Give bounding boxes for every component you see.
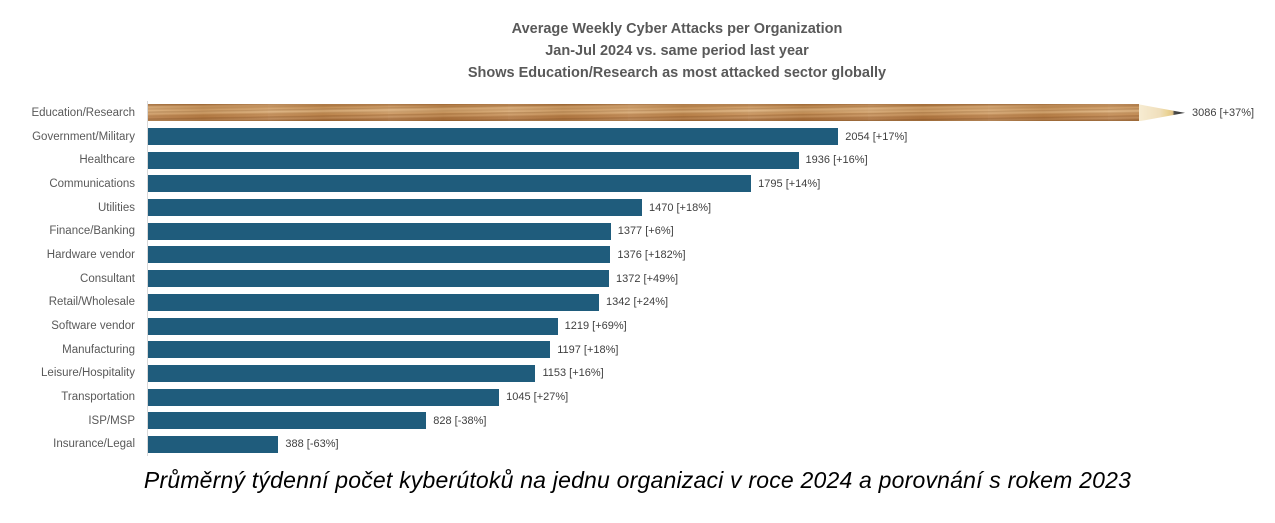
pencil-body bbox=[148, 104, 1139, 122]
bar bbox=[148, 128, 839, 146]
bar bbox=[148, 341, 551, 359]
value-label: 1376 [+182%] bbox=[617, 248, 686, 261]
value-label: 388 [-63%] bbox=[285, 438, 339, 451]
category-label: Consultant bbox=[80, 272, 135, 285]
bar bbox=[148, 317, 558, 335]
category-label: Insurance/Legal bbox=[53, 438, 135, 451]
bar bbox=[148, 246, 611, 264]
bar bbox=[148, 293, 599, 311]
value-label: 2054 [+17%] bbox=[845, 130, 908, 143]
chart-row: Software vendor 1219 [+69%] bbox=[0, 314, 1275, 338]
chart-row: Insurance/Legal 388 [-63%] bbox=[0, 432, 1275, 457]
bar-track: 1376 [+182%] bbox=[147, 243, 1185, 267]
bar-chart: Education/Research 3086 [+37%] Government/… bbox=[0, 101, 1275, 457]
bar bbox=[148, 388, 500, 406]
chart-row: Government/Military 2054 [+17%] bbox=[0, 124, 1275, 149]
value-label: 1795 [+14%] bbox=[758, 177, 821, 190]
chart-title-block: Average Weekly Cyber Attacks per Organiz… bbox=[0, 0, 1275, 84]
bar bbox=[148, 412, 427, 430]
bar-track: 1795 [+14%] bbox=[147, 172, 1185, 196]
bar-track: 1377 [+6%] bbox=[147, 219, 1185, 244]
value-label: 1153 [+16%] bbox=[542, 367, 604, 380]
category-label: Finance/Banking bbox=[49, 225, 135, 238]
bar bbox=[148, 151, 799, 169]
chart-subtitle: Jan-Jul 2024 vs. same period last year bbox=[545, 43, 809, 59]
chart-row: Manufacturing 1197 [+18%] bbox=[0, 337, 1275, 362]
value-label: 1197 [+18%] bbox=[557, 343, 619, 356]
chart-row: Utilities 1470 [+18%] bbox=[0, 195, 1275, 220]
bar-track: 1470 [+18%] bbox=[147, 195, 1185, 220]
pencil-tip-icon bbox=[1139, 104, 1185, 122]
value-label: 3086 [+37%] bbox=[1192, 106, 1255, 119]
bar bbox=[148, 270, 610, 288]
bar bbox=[148, 199, 642, 217]
bar-track: 1372 [+49%] bbox=[147, 266, 1185, 291]
category-label: Manufacturing bbox=[62, 343, 135, 356]
value-label: 1372 [+49%] bbox=[616, 272, 679, 285]
category-label: Retail/Wholesale bbox=[48, 296, 135, 309]
chart-row: Communications 1795 [+14%] bbox=[0, 172, 1275, 196]
value-label: 1936 [+16%] bbox=[805, 154, 868, 167]
bar-track: 2054 [+17%] bbox=[147, 124, 1185, 149]
category-label: Utilities bbox=[97, 201, 135, 214]
chart-row: Consultant 1372 [+49%] bbox=[0, 266, 1275, 291]
bar-track: 1342 [+24%] bbox=[147, 290, 1185, 315]
value-label: 1219 [+69%] bbox=[564, 320, 627, 333]
bar-track: 828 [-38%] bbox=[147, 408, 1185, 433]
chart-row: ISP/MSP 828 [-38%] bbox=[0, 408, 1275, 433]
value-label: 1377 [+6%] bbox=[617, 225, 674, 238]
chart-row: Leisure/Hospitality 1153 [+16%] bbox=[0, 361, 1275, 386]
chart-caption: Průměrný týdenní počet kyberútoků na jed… bbox=[143, 467, 1132, 494]
bar bbox=[148, 175, 752, 193]
bar-track: 388 [-63%] bbox=[147, 432, 1185, 457]
bar-track: 1197 [+18%] bbox=[147, 337, 1185, 362]
chart-row: Finance/Banking 1377 [+6%] bbox=[0, 219, 1275, 244]
value-label: 1342 [+24%] bbox=[605, 296, 669, 309]
chart-row: Hardware vendor 1376 [+182%] bbox=[0, 243, 1275, 267]
category-label: Healthcare bbox=[79, 154, 135, 167]
bar-track: 1045 [+27%] bbox=[147, 385, 1185, 409]
chart-title: Average Weekly Cyber Attacks per Organiz… bbox=[511, 21, 843, 37]
chart-row: Transportation 1045 [+27%] bbox=[0, 385, 1275, 409]
chart-row: Education/Research 3086 [+37%] bbox=[0, 101, 1275, 125]
bar bbox=[148, 222, 611, 240]
category-label: Communications bbox=[49, 177, 135, 190]
category-label: Transportation bbox=[61, 391, 135, 404]
chart-row: Retail/Wholesale 1342 [+24%] bbox=[0, 290, 1275, 315]
chart-row: Healthcare 1936 [+16%] bbox=[0, 148, 1275, 173]
category-label: Government/Military bbox=[32, 130, 135, 143]
value-label: 828 [-38%] bbox=[433, 414, 487, 427]
chart-subtitle-2: Shows Education/Research as most attacke… bbox=[467, 65, 887, 81]
bar-track: 1936 [+16%] bbox=[147, 148, 1185, 173]
value-label: 1470 [+18%] bbox=[648, 201, 712, 214]
value-label: 1045 [+27%] bbox=[506, 391, 569, 404]
bar bbox=[148, 435, 279, 453]
category-label: Education/Research bbox=[31, 106, 135, 119]
bar bbox=[148, 364, 536, 382]
category-label: ISP/MSP bbox=[88, 414, 135, 427]
bar-track: 3086 [+37%] bbox=[147, 101, 1254, 125]
pencil-bar bbox=[148, 104, 1185, 122]
category-label: Leisure/Hospitality bbox=[41, 367, 135, 380]
category-label: Hardware vendor bbox=[46, 248, 135, 261]
bar-track: 1219 [+69%] bbox=[147, 314, 1185, 338]
bar-track: 1153 [+16%] bbox=[147, 361, 1185, 386]
category-label: Software vendor bbox=[51, 320, 135, 333]
